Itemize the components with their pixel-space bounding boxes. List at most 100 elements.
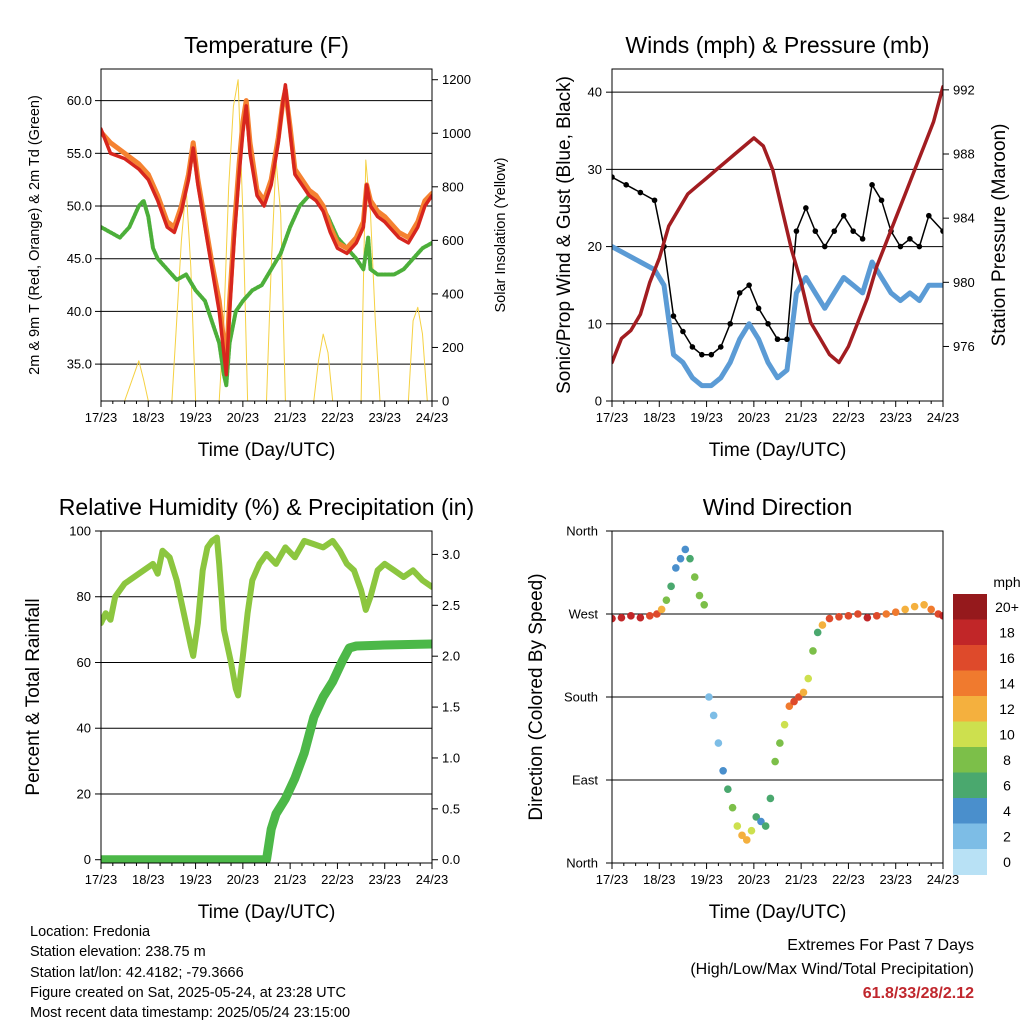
direction-point (667, 582, 675, 591)
temperature-xtick-label: 17/23 (85, 410, 118, 425)
winds-ytick-label: 30 (588, 162, 602, 177)
temperature-xtick-label: 24/23 (416, 410, 449, 425)
direction-point (742, 836, 751, 844)
winds-xlabel: Time (Day/UTC) (709, 440, 847, 461)
winds-xtick-label: 19/23 (690, 410, 723, 425)
direction-point (662, 596, 671, 604)
humidity-xtick-label: 19/23 (179, 872, 212, 887)
direction-point (695, 591, 704, 600)
humidity-y2tick-label: 2.0 (442, 649, 460, 664)
humidity-ytick-label: 100 (69, 524, 91, 539)
humidity-ytick-label: 0 (84, 852, 91, 867)
direction-point (818, 621, 827, 629)
temperature-y2tick-label: 400 (442, 286, 464, 301)
pressure-line (612, 84, 943, 365)
direction-point (799, 688, 808, 697)
direction-xtick-label: 24/23 (927, 872, 960, 887)
winds-ytick-label: 20 (588, 239, 602, 254)
humidity-y2tick-label: 3.0 (442, 547, 460, 562)
direction-point (804, 674, 813, 683)
direction-point (844, 612, 853, 620)
wind-speed-line (612, 244, 943, 389)
winds-ytick-label: 10 (588, 316, 602, 331)
direction-point (612, 614, 616, 623)
direction-point (780, 720, 789, 729)
direction-point (676, 554, 685, 563)
direction-ytick-label: East (572, 773, 598, 788)
speed-legend-title: mph (993, 574, 1020, 590)
direction-point (653, 610, 661, 618)
temperature-ytick-label: 45.0 (67, 251, 92, 266)
speed-legend-swatch (953, 696, 987, 722)
speed-legend-swatch (953, 823, 987, 850)
direction-ylabel: Direction (Colored By Speed) (526, 573, 547, 820)
speed-legend-swatch (953, 747, 987, 773)
humidity-y2tick-label: 2.5 (442, 598, 460, 613)
speed-legend-label: 12 (999, 701, 1015, 717)
humidity-xtick-label: 22/23 (321, 872, 354, 887)
direction-point (794, 693, 803, 701)
humidity-xlabel: Time (Day/UTC) (198, 902, 336, 923)
winds-xtick-label: 22/23 (832, 410, 865, 425)
temperature-xtick-label: 21/23 (274, 410, 307, 425)
temperature-ytick-label: 55.0 (67, 146, 92, 161)
temperature-xtick-label: 20/23 (227, 410, 260, 425)
direction-xtick-label: 18/23 (643, 872, 676, 887)
direction-point (709, 711, 718, 720)
solar-insolation-line (124, 79, 428, 401)
humidity-xtick-label: 21/23 (274, 872, 307, 887)
direction-point (863, 613, 872, 622)
direction-point (627, 612, 635, 620)
temperature-ytick-label: 35.0 (67, 357, 92, 372)
speed-legend-label: 18 (999, 624, 1015, 640)
direction-point (939, 612, 943, 620)
temperature-xlabel: Time (Day/UTC) (198, 440, 336, 461)
extremes-box: Extremes For Past 7 Days (High/Low/Max W… (690, 934, 974, 1006)
direction-point (920, 600, 928, 609)
winds-xtick-label: 23/23 (879, 410, 912, 425)
speed-legend-label: 6 (1003, 777, 1011, 793)
winds-y2tick-label: 984 (953, 211, 975, 226)
humidity-xtick-label: 18/23 (132, 872, 165, 887)
direction-point (785, 702, 794, 711)
speed-legend-swatch (953, 798, 987, 824)
humidity-ytick-label: 40 (77, 721, 91, 736)
humidity-y2tick-label: 0.5 (442, 801, 460, 816)
direction-xtick-label: 19/23 (690, 872, 723, 887)
winds-xtick-label: 18/23 (643, 410, 676, 425)
direction-point (835, 612, 843, 621)
direction-point (719, 766, 727, 775)
direction-point (733, 822, 742, 830)
speed-legend-label: 10 (999, 726, 1015, 742)
direction-point (757, 817, 765, 826)
speed-legend-label: 14 (999, 675, 1015, 691)
humidity-xtick-label: 24/23 (416, 872, 449, 887)
winds-y2tick-label: 988 (953, 147, 975, 162)
humidity-ytick-label: 20 (77, 786, 91, 801)
direction-xtick-label: 20/23 (738, 872, 771, 887)
direction-point (809, 647, 817, 655)
direction-point (927, 605, 935, 614)
humidity-xtick-label: 20/23 (227, 872, 260, 887)
speed-legend-label: 16 (999, 650, 1015, 666)
direction-ytick-label: South (564, 690, 598, 705)
temperature-y2tick-label: 600 (442, 233, 464, 248)
direction-point (681, 545, 690, 554)
temperature-xtick-label: 19/23 (179, 410, 212, 425)
temperature-y2label: Solar Insolation (Yellow) (493, 157, 509, 312)
temperature-ylabel: 2m & 9m T (Red, Orange) & 2m Td (Green) (27, 95, 43, 375)
temperature-y2tick-label: 1000 (442, 126, 471, 141)
direction-point (790, 697, 798, 706)
temperature-y2tick-label: 800 (442, 179, 464, 194)
direction-point (771, 757, 779, 766)
extremes-subtitle: (High/Low/Max Wind/Total Precipitation) (690, 961, 974, 978)
humidity-y2tick-label: 0.0 (442, 852, 460, 867)
speed-legend-label: 0 (1003, 854, 1011, 870)
direction-point (766, 794, 775, 803)
humidity-plot-area (101, 531, 432, 863)
direction-point (901, 605, 909, 614)
winds-y2label: Station Pressure (Maroon) (989, 124, 1010, 347)
temperature-ytick-label: 50.0 (67, 199, 92, 214)
winds-y2tick-label: 992 (953, 82, 975, 97)
